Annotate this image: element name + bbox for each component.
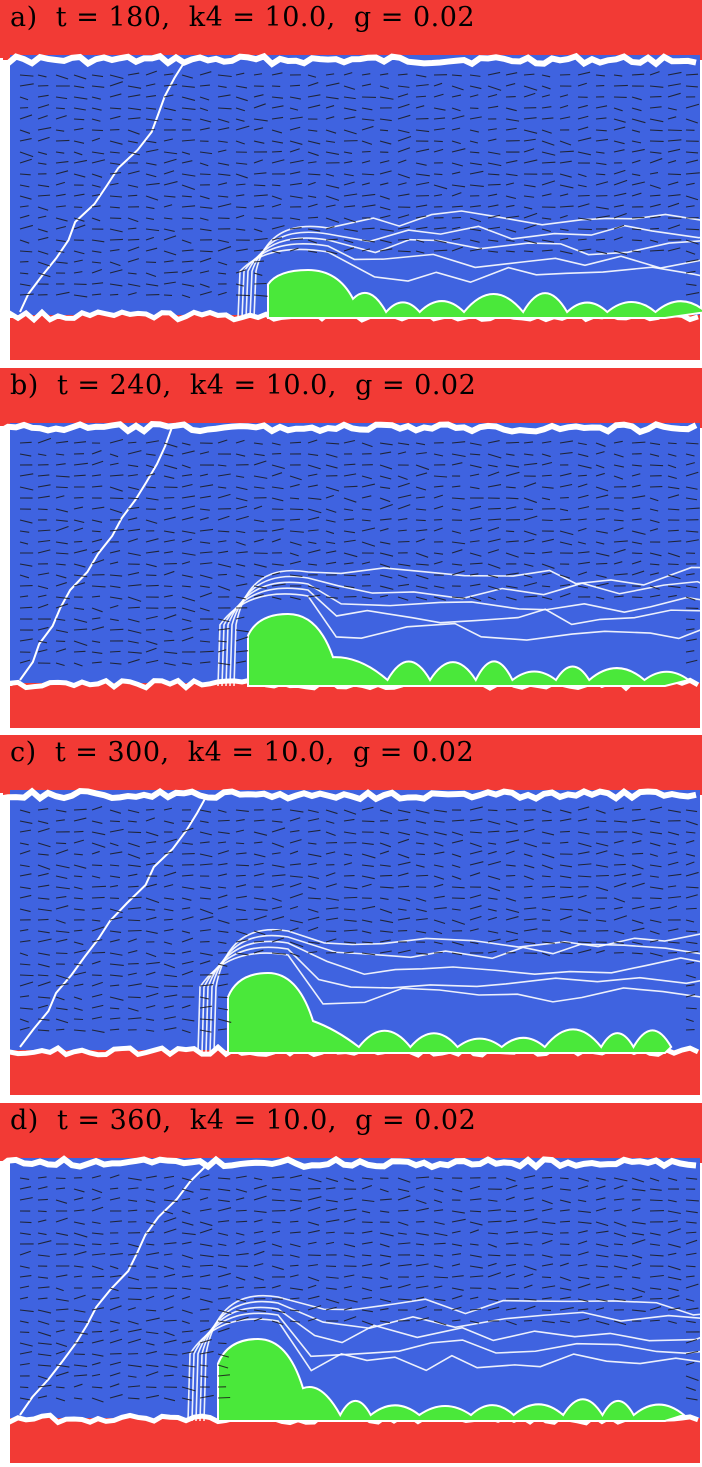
panel-a: a) t = 180, k4 = 10.0, g = 0.02 bbox=[0, 0, 702, 360]
panel-label: c) t = 300, k4 = 10.0, g = 0.02 bbox=[10, 737, 475, 768]
fluid-region bbox=[10, 55, 700, 320]
velocity-field bbox=[19, 806, 699, 1034]
panel-label: d) t = 360, k4 = 10.0, g = 0.02 bbox=[10, 1105, 477, 1136]
fluid-region bbox=[10, 790, 700, 1055]
fluid-region bbox=[10, 423, 700, 688]
bottom-wall bbox=[10, 1418, 700, 1463]
front-contour bbox=[19, 1162, 210, 1416]
contour-line bbox=[253, 210, 702, 319]
panel-c: c) t = 300, k4 = 10.0, g = 0.02 bbox=[0, 735, 702, 1095]
deposit-region bbox=[217, 1337, 686, 1422]
contour-line bbox=[229, 575, 702, 687]
front-contour bbox=[19, 794, 208, 1048]
contour-line bbox=[213, 929, 702, 1054]
contour-line bbox=[245, 237, 702, 319]
deposit-region bbox=[247, 612, 691, 687]
panel-label: b) t = 240, k4 = 10.0, g = 0.02 bbox=[10, 370, 477, 401]
top-wall bbox=[0, 735, 702, 795]
top-interface bbox=[0, 787, 697, 803]
top-wall bbox=[0, 1103, 702, 1163]
contour-line bbox=[201, 946, 702, 1054]
panel-label: a) t = 180, k4 = 10.0, g = 0.02 bbox=[10, 2, 476, 33]
deposit-region bbox=[267, 268, 702, 319]
bottom-wall bbox=[10, 1050, 700, 1095]
simulation-image bbox=[0, 0, 702, 360]
bottom-wall bbox=[10, 683, 700, 728]
fluid-region bbox=[10, 1158, 700, 1423]
simulation-image bbox=[0, 1103, 702, 1463]
contour-line bbox=[249, 224, 702, 319]
bottom-wall bbox=[10, 315, 700, 360]
contour-line bbox=[225, 581, 702, 687]
contour-line bbox=[209, 934, 702, 1054]
contour-line bbox=[233, 566, 702, 687]
simulation-image bbox=[0, 735, 702, 1095]
panel-b: b) t = 240, k4 = 10.0, g = 0.02 bbox=[0, 368, 702, 728]
velocity-field bbox=[19, 437, 700, 667]
top-interface bbox=[0, 421, 698, 436]
contour-line bbox=[195, 1306, 702, 1422]
contour-line bbox=[205, 940, 702, 1054]
velocity-field bbox=[19, 70, 700, 299]
contour-line bbox=[199, 1300, 702, 1422]
top-interface bbox=[0, 52, 697, 68]
front-contour bbox=[19, 59, 187, 313]
deposit-region bbox=[227, 971, 673, 1054]
contour-line bbox=[203, 1295, 702, 1422]
top-wall bbox=[0, 0, 702, 60]
velocity-field bbox=[19, 1174, 700, 1403]
top-interface bbox=[0, 1155, 697, 1171]
front-contour bbox=[19, 427, 173, 681]
top-wall bbox=[0, 368, 702, 428]
simulation-image bbox=[0, 368, 702, 728]
panel-d: d) t = 360, k4 = 10.0, g = 0.02 bbox=[0, 1103, 702, 1463]
